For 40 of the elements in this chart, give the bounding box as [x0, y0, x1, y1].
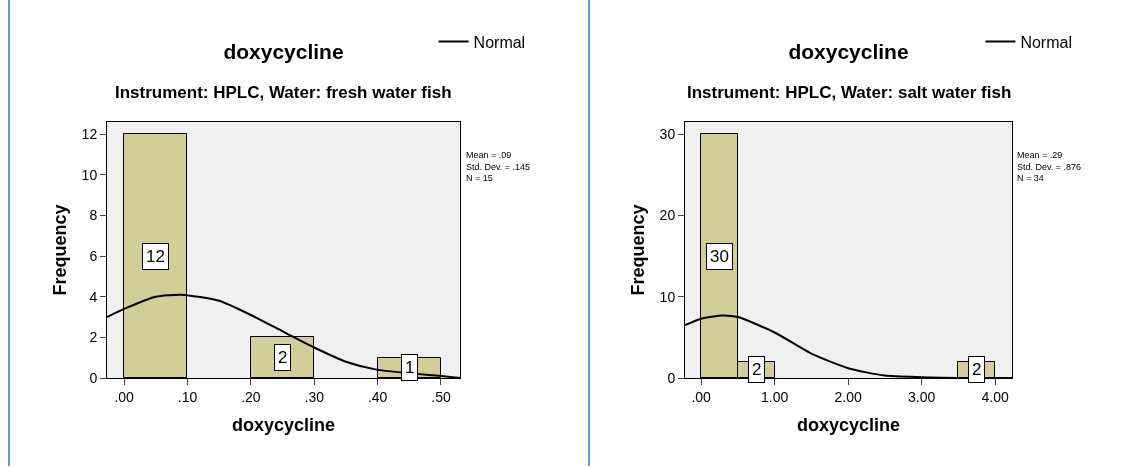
y-tick-label: 20 [659, 207, 676, 224]
text: Mean = .09 Std. Dev. = .145 N = 15 [466, 150, 531, 184]
y-tick-label: 6 [89, 248, 98, 264]
y-tick-label: 4 [89, 288, 98, 305]
x-tick-label: .20 [241, 388, 261, 405]
data-label: 2 [278, 348, 288, 367]
chart-title: doxycycline [223, 40, 344, 64]
data-label: 2 [972, 360, 982, 379]
y-tick-label: 30 [659, 126, 676, 143]
data-label: 1 [405, 358, 415, 377]
y-axis-title: Frequency [49, 204, 70, 296]
x-tick-label: 1.00 [761, 388, 789, 405]
legend-label: Normal [1020, 33, 1072, 51]
data-label: 30 [710, 247, 729, 266]
x-axis-title: doxycycline [231, 414, 336, 435]
chart-title: doxycycline [788, 40, 909, 64]
data-label: 2 [752, 360, 762, 379]
x-axis-title: doxycycline [796, 414, 901, 435]
y-tick-label: 12 [81, 126, 98, 143]
x-tick-label: 3.00 [907, 388, 936, 405]
chart-subtitle: Instrument: HPLC, Water: salt water fish [687, 83, 1012, 102]
chart-subtitle: Instrument: HPLC, Water: fresh water fish [115, 83, 452, 102]
x-tick-label: .40 [367, 388, 388, 405]
x-tick-label: .00 [114, 388, 135, 405]
y-tick-label: 0 [89, 369, 98, 386]
x-tick-label: .10 [177, 388, 198, 405]
y-axis-title: Frequency [627, 204, 648, 296]
data-label: 12 [146, 247, 165, 266]
legend-label: Normal [473, 33, 526, 51]
y-tick-label: 0 [667, 369, 676, 386]
text: Mean = .29 Std. Dev. = .876 N = 34 [1017, 150, 1082, 184]
x-tick-label: .30 [304, 388, 325, 405]
y-tick-label: 10 [659, 288, 676, 305]
y-tick-label: 10 [81, 166, 98, 183]
x-tick-label: .00 [691, 388, 712, 405]
x-tick-label: 2.00 [834, 388, 862, 405]
x-tick-label: .50 [431, 388, 451, 405]
y-tick-label: 2 [89, 329, 98, 346]
x-tick-label: 4.00 [981, 388, 1009, 405]
y-tick-label: 8 [89, 207, 98, 224]
